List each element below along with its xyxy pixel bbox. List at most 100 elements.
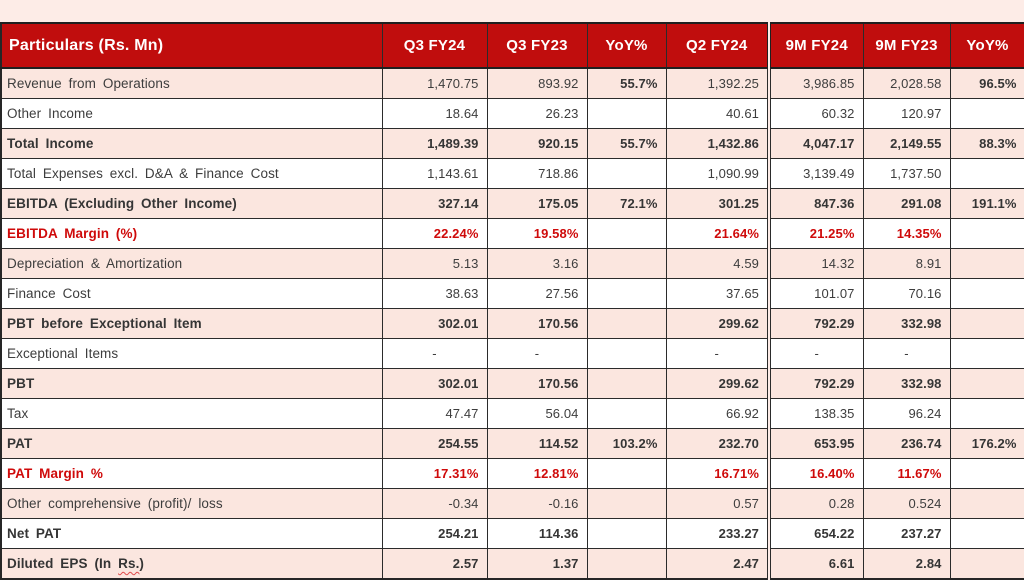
table-row-other-comprehensive: Other comprehensive (profit)/ loss -0.34… (0, 488, 1024, 519)
cell: 236.74 (862, 428, 951, 459)
cell: 27.56 (486, 278, 588, 309)
cell (949, 548, 1024, 580)
table-row-ebitda: EBITDA (Excluding Other Income) 327.14 1… (0, 188, 1024, 219)
cell (949, 248, 1024, 279)
cell: 16.40% (767, 458, 864, 489)
cell: 2.84 (862, 548, 951, 580)
cell: 55.7% (586, 67, 667, 99)
cell: 254.55 (381, 428, 488, 459)
cell (586, 308, 667, 339)
cell (949, 488, 1024, 519)
cell: 55.7% (586, 128, 667, 159)
cell: 2,028.58 (862, 67, 951, 99)
cell: 14.32 (767, 248, 864, 279)
row-label: PBT before Exceptional Item (0, 308, 383, 339)
cell: 60.32 (767, 98, 864, 129)
cell: 175.05 (486, 188, 588, 219)
table-row-total-expenses: Total Expenses excl. D&A & Finance Cost … (0, 158, 1024, 189)
cell (949, 398, 1024, 429)
row-label: EBITDA (Excluding Other Income) (0, 188, 383, 219)
cell: 17.31% (381, 458, 488, 489)
cell: 40.61 (665, 98, 770, 129)
cell: 72.1% (586, 188, 667, 219)
cell: 38.63 (381, 278, 488, 309)
cell (586, 458, 667, 489)
cell: 3.16 (486, 248, 588, 279)
column-header-q3fy23: Q3 FY23 (486, 22, 588, 69)
cell: 47.47 (381, 398, 488, 429)
column-header-q2fy24: Q2 FY24 (665, 22, 770, 69)
table-row-diluted-eps: Diluted EPS (In Rs.) 2.57 1.37 2.47 6.61… (0, 548, 1024, 580)
cell (586, 548, 667, 580)
table-row-pbt: PBT 302.01 170.56 299.62 792.29 332.98 (0, 368, 1024, 399)
financial-results-table: Particulars (Rs. Mn) Q3 FY24 Q3 FY23 YoY… (0, 22, 1024, 580)
cell (949, 98, 1024, 129)
cell: 114.52 (486, 428, 588, 459)
column-header-9mfy24: 9M FY24 (767, 22, 864, 69)
cell: 16.71% (665, 458, 770, 489)
row-label: Net PAT (0, 518, 383, 549)
table-row-pbt-before-exceptional: PBT before Exceptional Item 302.01 170.5… (0, 308, 1024, 339)
cell: - (486, 338, 588, 369)
cell: -0.34 (381, 488, 488, 519)
cell: 1,489.39 (381, 128, 488, 159)
column-header-particulars: Particulars (Rs. Mn) (0, 22, 383, 69)
cell: 232.70 (665, 428, 770, 459)
row-label: Diluted EPS (In Rs.) (0, 548, 383, 580)
cell: 26.23 (486, 98, 588, 129)
cell: 96.24 (862, 398, 951, 429)
cell: 1.37 (486, 548, 588, 580)
cell: 2,149.55 (862, 128, 951, 159)
cell: 170.56 (486, 368, 588, 399)
row-label: Depreciation & Amortization (0, 248, 383, 279)
cell: 332.98 (862, 368, 951, 399)
cell: 21.64% (665, 218, 770, 249)
cell: 8.91 (862, 248, 951, 279)
cell: 114.36 (486, 518, 588, 549)
table-row-exceptional-items: Exceptional Items - - - - - (0, 338, 1024, 369)
cell (586, 158, 667, 189)
label-text-spellcheck: Rs. (118, 556, 140, 571)
cell: 792.29 (767, 368, 864, 399)
cell: 1,432.86 (665, 128, 770, 159)
table-row-other-income: Other Income 18.64 26.23 40.61 60.32 120… (0, 98, 1024, 129)
cell: 5.13 (381, 248, 488, 279)
cell: 120.97 (862, 98, 951, 129)
cell: -0.16 (486, 488, 588, 519)
row-label: Finance Cost (0, 278, 383, 309)
cell: 332.98 (862, 308, 951, 339)
row-label: PBT (0, 368, 383, 399)
row-label: Other comprehensive (profit)/ loss (0, 488, 383, 519)
cell: 920.15 (486, 128, 588, 159)
cell: 176.2% (949, 428, 1024, 459)
table-row-net-pat: Net PAT 254.21 114.36 233.27 654.22 237.… (0, 518, 1024, 549)
table-row-revenue: Revenue from Operations 1,470.75 893.92 … (0, 67, 1024, 99)
row-label: EBITDA Margin (%) (0, 218, 383, 249)
cell (949, 308, 1024, 339)
cell (586, 218, 667, 249)
cell: 22.24% (381, 218, 488, 249)
cell: 299.62 (665, 368, 770, 399)
cell: 0.524 (862, 488, 951, 519)
row-label: PAT (0, 428, 383, 459)
column-header-yoy: YoY% (586, 22, 667, 69)
cell: 37.65 (665, 278, 770, 309)
cell: 1,737.50 (862, 158, 951, 189)
row-label: Total Income (0, 128, 383, 159)
cell (949, 458, 1024, 489)
cell (586, 488, 667, 519)
row-label: Exceptional Items (0, 338, 383, 369)
row-label: Other Income (0, 98, 383, 129)
cell: 4,047.17 (767, 128, 864, 159)
row-label: Tax (0, 398, 383, 429)
cell (586, 248, 667, 279)
cell: 66.92 (665, 398, 770, 429)
cell: 3,139.49 (767, 158, 864, 189)
cell: 653.95 (767, 428, 864, 459)
cell: 138.35 (767, 398, 864, 429)
cell: 19.58% (486, 218, 588, 249)
cell: - (862, 338, 951, 369)
cell: 254.21 (381, 518, 488, 549)
cell: 893.92 (486, 67, 588, 99)
